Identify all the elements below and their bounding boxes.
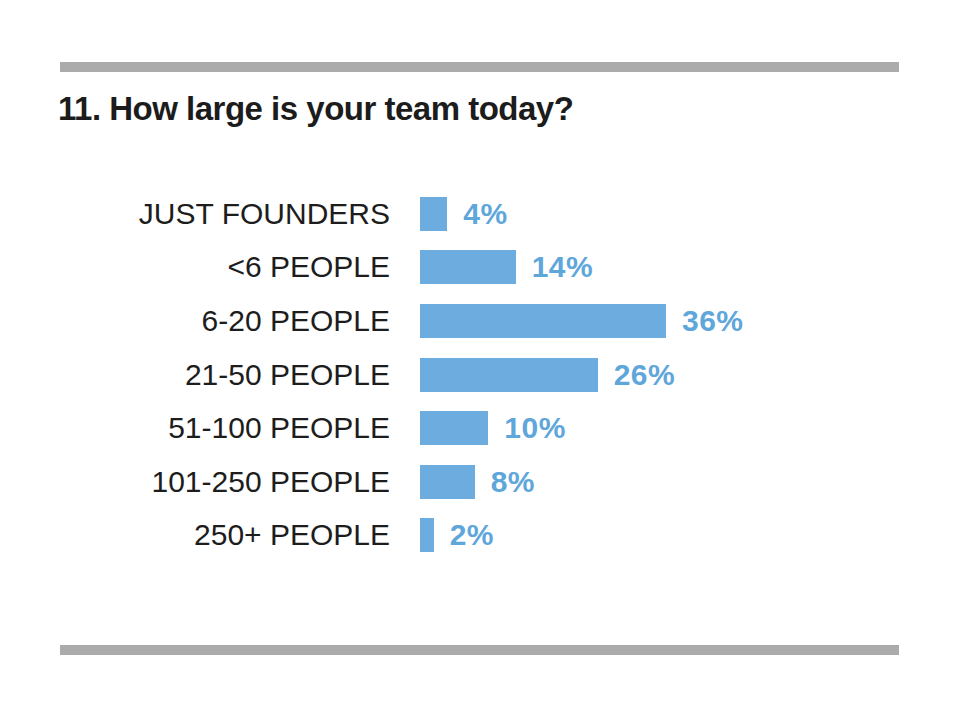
chart-row: JUST FOUNDERS 4% xyxy=(60,187,920,241)
chart-title: 11. How large is your team today? xyxy=(58,90,573,128)
value-label: 4% xyxy=(463,197,507,231)
bar xyxy=(420,358,598,392)
bottom-divider-rule xyxy=(60,645,899,655)
bar xyxy=(420,465,475,499)
top-divider-rule xyxy=(60,62,899,72)
category-label: 6-20 PEOPLE xyxy=(60,304,420,338)
category-label: JUST FOUNDERS xyxy=(60,197,420,231)
value-label: 10% xyxy=(504,411,566,445)
value-label: 14% xyxy=(532,250,594,284)
category-label: 21-50 PEOPLE xyxy=(60,358,420,392)
category-label: 101-250 PEOPLE xyxy=(60,465,420,499)
chart-row: 101-250 PEOPLE 8% xyxy=(60,455,920,509)
bar xyxy=(420,304,666,338)
bar xyxy=(420,197,447,231)
bar xyxy=(420,411,488,445)
value-label: 2% xyxy=(450,518,494,552)
bar xyxy=(420,250,516,284)
chart-row: <6 PEOPLE 14% xyxy=(60,241,920,295)
bar-chart: JUST FOUNDERS 4% <6 PEOPLE 14% 6-20 PEOPLE 36… xyxy=(60,187,920,562)
chart-row: 51-100 PEOPLE 10% xyxy=(60,401,920,455)
category-label: 51-100 PEOPLE xyxy=(60,411,420,445)
category-label: 250+ PEOPLE xyxy=(60,518,420,552)
category-label: <6 PEOPLE xyxy=(60,250,420,284)
slide-background: 11. How large is your team today? JUST F… xyxy=(0,0,959,720)
bar xyxy=(420,518,434,552)
chart-row: 250+ PEOPLE 2% xyxy=(60,509,920,563)
chart-row: 21-50 PEOPLE 26% xyxy=(60,348,920,402)
value-label: 26% xyxy=(614,358,676,392)
value-label: 8% xyxy=(491,465,535,499)
value-label: 36% xyxy=(682,304,744,338)
chart-row: 6-20 PEOPLE 36% xyxy=(60,294,920,348)
